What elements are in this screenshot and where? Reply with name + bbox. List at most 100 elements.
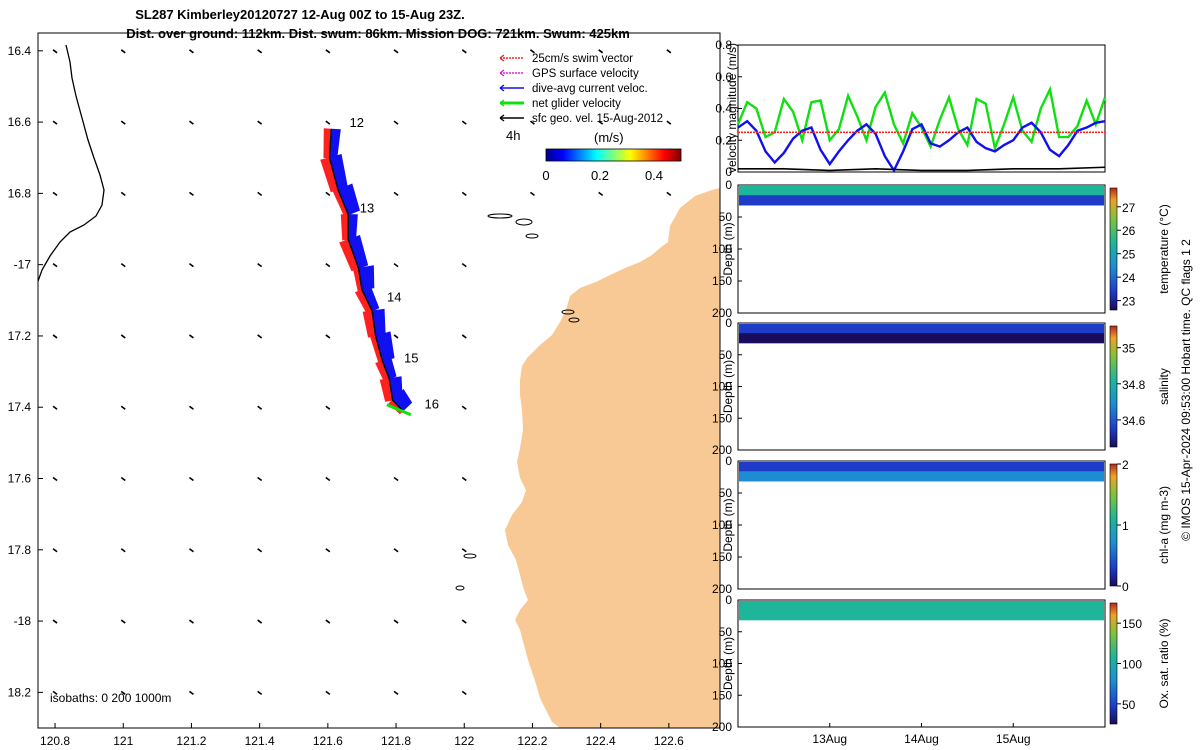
geo-velocity-arrow [120,405,126,410]
x-tick-label: 121.4 [245,734,275,748]
x-tick-label: 121.8 [381,734,411,748]
y-tick-label: 16.4 [8,44,32,58]
geo-velocity-arrow [188,405,194,410]
speed-colorbar [545,148,682,162]
colorbar-tick-label: 100 [1122,658,1142,672]
colorbar-label: chl-a (mg m-3) [1157,486,1171,564]
y-tick-label: 18.2 [8,685,32,699]
depth-ylabel: Depth (m) [721,360,735,413]
island [455,585,465,591]
colorbar-label: salinity [1157,368,1171,405]
geo-velocity-arrow [461,263,467,268]
geo-velocity-arrow [257,690,263,695]
y-tick-label: 200 [712,720,732,734]
geo-velocity-arrow [188,191,194,197]
geo-velocity-arrow [325,191,331,197]
geo-velocity-arrow [393,619,399,624]
y-tick-label: 0 [725,165,732,179]
colorbar-unit: (m/s) [594,130,624,145]
colorbar-label: temperature (°C) [1157,204,1171,294]
section-colorbar [1109,325,1118,448]
colorbar-tick-label: 35 [1122,342,1136,356]
geo-velocity-arrow [393,120,399,125]
geo-velocity-arrow [393,263,399,268]
depth-ylabel: Depth (m) [721,498,735,551]
legend-label: 25cm/s swim vector [532,53,633,65]
map-legend: 25cm/s swim vector GPS surface velocity di… [499,53,663,125]
y-tick-label: -17 [14,258,32,272]
y-tick-label: 100 [712,242,732,256]
geo-velocity-arrow [188,120,194,125]
geo-velocity-arrow [461,191,467,197]
y-tick-label: 150 [712,274,732,288]
y-tick-label: 0.4 [715,102,732,116]
x-tick-label: 122.2 [517,734,547,748]
map-panel: 120.8 121 121.2 121.4 121.6 121.8 122 122.2 122.… [8,32,721,748]
legend-arrowhead [499,114,505,122]
geo-velocity-arrow [598,120,604,125]
swim-vectors [340,214,349,241]
geo-velocity-arrow [52,263,58,268]
geo-velocity-arrow [52,548,58,553]
y-tick-label: 17.2 [8,329,32,343]
geo-velocity-arrow [120,191,126,197]
section-colorbar [1109,463,1118,587]
geo-velocity-arrow [461,120,467,125]
geo-velocity-arrow [325,263,331,268]
y-tick-label: 50 [719,348,733,362]
section-colorbar [1109,187,1118,311]
x-tick-label: 122.4 [586,734,616,748]
geo-velocity-arrow [257,263,263,268]
geo-velocity-arrow [393,548,399,553]
y-tick-label: -18 [14,614,32,628]
isobath-line [38,44,105,284]
island [487,213,513,219]
y-tick-label: 150 [712,550,732,564]
geo-velocity-arrow [257,49,263,54]
island [561,309,575,315]
velocity-frame [737,44,1106,173]
y-tick-label: 100 [712,380,732,394]
geo-velocity-arrow [393,476,399,482]
geo-velocity-arrow [598,191,604,197]
geo-velocity-arrow [120,49,126,54]
y-tick-label: 0.8 [715,38,732,52]
geo-velocity-arrow [188,49,194,54]
day-label: 15 [404,350,418,365]
day-label: 13 [360,201,374,216]
geo-velocity-arrow [52,619,58,624]
y-tick-label: 200 [712,443,732,457]
velocity-ylabel: velocity magnitude (m/s) [725,43,739,173]
day-labels: 12 13 14 15 16 [349,115,438,412]
geo-velocity-arrow [52,405,58,410]
section-frame [737,184,1106,314]
credit-line: © IMOS 15-Apr-2024 09:53:00 Hobart time.… [1179,239,1193,541]
map-frame [37,32,721,729]
glider-track [320,128,413,417]
geo-velocity-arrow [120,476,126,482]
section-surface-layer [739,601,1104,612]
geo-velocity-arrow [325,120,331,125]
current-velocity-vectors [347,214,358,241]
geo-velocity-arrow [52,690,58,695]
geo-velocity-arrow [393,690,399,695]
day-label: 14 [387,290,401,305]
colorbar-tick-label: 27 [1122,201,1136,215]
x-tick-label: 122 [454,734,474,748]
y-tick-label: 17.6 [8,472,32,486]
island [525,233,539,239]
geo-velocity-arrow [393,334,399,339]
y-tick-label: 50 [719,210,733,224]
geo-velocity-arrow [461,548,467,553]
geo-velocity-arrow [666,49,672,54]
geo-velocity-arrow [52,49,58,54]
geo-velocity-arrow [325,690,331,695]
legend-arrowhead [499,54,505,62]
geo-velocity-arrow [188,690,194,695]
section-colorbar [1109,602,1118,725]
y-tick-label: 0 [725,593,732,607]
island [463,553,477,559]
geo-velocity-arrow [393,49,399,54]
geo-velocity-arrow [120,263,126,268]
